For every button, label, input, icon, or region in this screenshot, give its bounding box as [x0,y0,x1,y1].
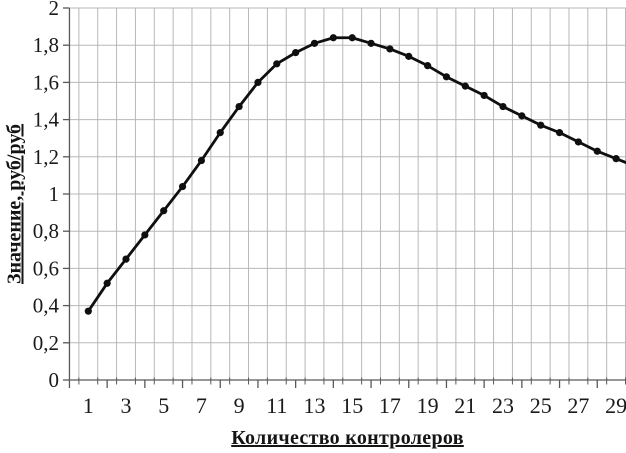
x-tick-label: 9 [234,393,245,418]
data-point-marker [273,60,281,68]
data-point-marker [574,138,583,146]
data-point-marker [461,82,469,90]
x-tick-label: 7 [196,393,207,418]
data-point-marker [310,39,319,47]
x-tick-label: 25 [530,393,552,418]
data-point-marker [386,45,394,53]
y-tick-label: 0 [49,368,60,392]
x-tick-label: 29 [605,393,626,418]
y-tick-label: 2 [49,0,60,20]
x-tick-label: 5 [158,393,169,418]
data-point-marker [348,34,356,42]
y-tick-label: 0,8 [33,219,59,243]
data-point-marker [499,102,507,111]
data-point-marker [442,73,451,81]
data-point-marker [178,182,187,191]
y-tick-label: 1,8 [33,33,59,57]
data-point-marker [329,34,337,42]
y-tick-label: 0,2 [33,331,59,355]
x-tick-label: 27 [567,393,589,418]
data-point-marker [367,39,375,47]
y-axis-title: Значение, руб/руб [3,123,26,285]
x-tick-label: 11 [266,393,287,418]
x-tick-label: 21 [454,393,476,418]
x-axis-title: Количество контролеров [231,427,464,449]
y-tick-label: 1,2 [33,145,59,169]
x-tick-label: 13 [304,393,326,418]
data-point-marker [480,91,488,100]
x-tick-label: 23 [492,393,514,418]
x-tick-label: 15 [341,393,363,418]
y-tick-label: 0,6 [33,256,59,280]
y-tick-label: 1,4 [33,108,60,132]
y-tick-label: 0,4 [33,294,60,318]
data-point-marker [141,231,149,239]
data-series-line [86,36,626,313]
y-tick-label: 1 [49,182,60,206]
data-point-marker [197,156,205,165]
x-tick-label: 3 [121,393,132,418]
data-point-marker [254,78,262,86]
data-point-marker [612,155,620,163]
data-point-marker [518,112,526,120]
data-point-marker [405,52,413,60]
data-point-marker [160,207,168,215]
data-point-marker [216,129,224,137]
x-tick-label: 1 [83,393,94,418]
data-point-marker [424,62,432,70]
y-tick-label: 1,6 [33,70,59,94]
data-point-marker [84,307,92,315]
data-point-marker [555,129,564,137]
data-point-marker [103,279,111,287]
x-tick-label: 19 [417,393,439,418]
data-point-marker [593,147,601,155]
x-tick-label: 17 [379,393,401,418]
data-point-marker [122,255,130,263]
data-point-marker [537,121,545,129]
data-point-marker [292,49,300,57]
data-point-marker [235,102,243,111]
